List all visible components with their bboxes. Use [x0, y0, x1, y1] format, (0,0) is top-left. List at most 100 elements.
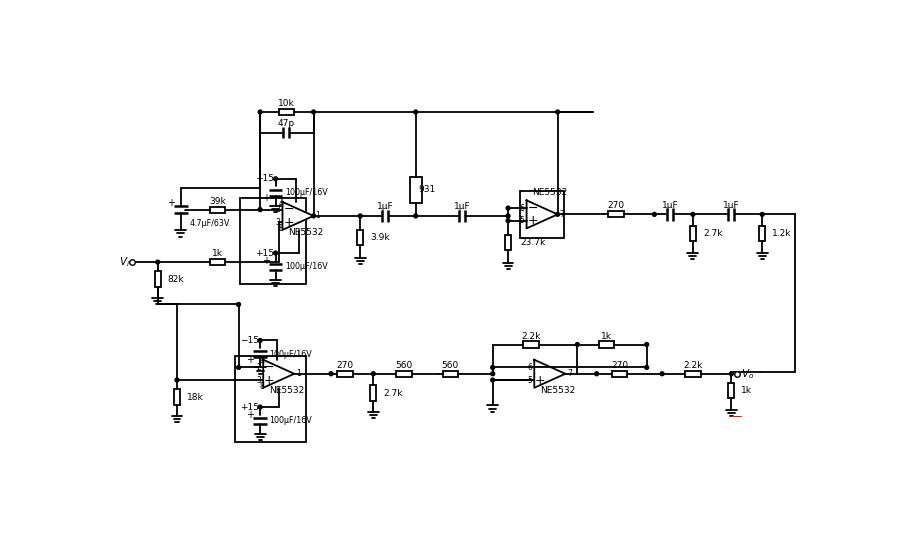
Bar: [240, 198, 307, 284]
Circle shape: [358, 214, 362, 218]
Bar: [685, 370, 700, 377]
Text: 1k: 1k: [741, 386, 752, 395]
Circle shape: [273, 251, 278, 255]
Bar: [234, 356, 307, 442]
Bar: [279, 109, 294, 115]
Text: 39k: 39k: [209, 197, 226, 206]
Text: 8: 8: [279, 224, 283, 233]
Circle shape: [556, 110, 559, 114]
Circle shape: [237, 366, 241, 369]
Text: 2: 2: [256, 363, 261, 372]
Circle shape: [729, 372, 733, 376]
Text: −: −: [528, 202, 538, 215]
Text: 1.2k: 1.2k: [772, 229, 792, 238]
Circle shape: [156, 260, 159, 264]
Bar: [155, 271, 161, 287]
Bar: [520, 191, 564, 238]
Text: NE5532: NE5532: [539, 386, 575, 395]
Text: +: +: [264, 374, 275, 386]
Bar: [443, 370, 458, 377]
Text: 5: 5: [519, 216, 524, 225]
Bar: [690, 226, 696, 241]
Text: 6: 6: [519, 203, 524, 213]
Bar: [174, 389, 180, 405]
Circle shape: [414, 214, 417, 218]
Circle shape: [760, 213, 764, 216]
Text: 2.7k: 2.7k: [384, 389, 403, 397]
Text: +15: +15: [240, 403, 259, 412]
Text: 1μF: 1μF: [376, 202, 393, 211]
Bar: [612, 370, 627, 377]
Text: 6: 6: [527, 363, 532, 372]
Text: 100μF/16V: 100μF/16V: [270, 416, 312, 425]
Polygon shape: [534, 359, 566, 388]
Text: —: —: [729, 409, 741, 423]
Circle shape: [371, 372, 376, 376]
Text: 2: 2: [275, 205, 281, 214]
Text: +: +: [246, 355, 254, 365]
Bar: [523, 341, 538, 347]
Text: −15: −15: [255, 174, 274, 183]
Circle shape: [691, 213, 695, 216]
Text: 2.7k: 2.7k: [703, 229, 722, 238]
Text: +: +: [283, 216, 294, 229]
Text: 8: 8: [260, 382, 264, 391]
Text: 23.7k: 23.7k: [520, 238, 546, 247]
Text: −: −: [264, 361, 274, 374]
Circle shape: [491, 366, 495, 369]
Text: +: +: [262, 256, 270, 266]
Text: NE5532: NE5532: [532, 189, 567, 197]
Text: 3: 3: [256, 375, 261, 385]
Text: +: +: [528, 214, 538, 227]
Circle shape: [491, 378, 495, 382]
Circle shape: [258, 405, 262, 409]
Text: 4: 4: [259, 357, 264, 366]
Text: 4.7μF/63V: 4.7μF/63V: [190, 219, 231, 228]
Circle shape: [506, 206, 510, 210]
Text: NE5532: NE5532: [269, 386, 304, 395]
Text: 1μF: 1μF: [662, 201, 678, 210]
Text: 270: 270: [607, 202, 624, 210]
Polygon shape: [263, 359, 294, 388]
Text: $V_i$: $V_i$: [119, 255, 130, 269]
Circle shape: [311, 214, 316, 218]
Text: 1: 1: [296, 369, 300, 378]
Bar: [338, 370, 353, 377]
Text: +: +: [535, 374, 546, 386]
Text: 47p: 47p: [278, 119, 295, 128]
Bar: [210, 207, 225, 213]
Text: 560: 560: [395, 361, 413, 370]
Text: 5: 5: [527, 375, 532, 385]
Text: 4: 4: [279, 199, 283, 208]
Bar: [505, 235, 511, 250]
Circle shape: [258, 339, 262, 342]
Bar: [210, 259, 225, 265]
Bar: [357, 230, 363, 245]
Text: +: +: [262, 193, 270, 203]
Circle shape: [414, 110, 417, 114]
Text: 1: 1: [315, 212, 319, 220]
Text: 1μF: 1μF: [453, 202, 471, 211]
Text: 82k: 82k: [167, 275, 185, 283]
Circle shape: [644, 366, 649, 369]
Text: 1μF: 1μF: [723, 201, 739, 210]
Text: $V_o$: $V_o$: [741, 367, 755, 381]
Text: 18k: 18k: [187, 392, 204, 402]
Text: 3: 3: [275, 218, 281, 227]
Circle shape: [653, 213, 656, 216]
Bar: [370, 385, 376, 401]
Polygon shape: [282, 202, 313, 230]
Circle shape: [258, 110, 262, 114]
Circle shape: [258, 208, 262, 212]
Text: −: −: [283, 203, 294, 216]
Circle shape: [660, 372, 664, 376]
Bar: [396, 370, 412, 377]
Text: 560: 560: [442, 361, 459, 370]
Text: 1k: 1k: [213, 249, 224, 258]
Circle shape: [576, 342, 579, 346]
Text: 2.2k: 2.2k: [521, 332, 541, 340]
Text: +15: +15: [255, 249, 274, 258]
Circle shape: [556, 213, 559, 216]
Text: 100μF/16V: 100μF/16V: [270, 350, 312, 359]
Circle shape: [506, 214, 510, 218]
